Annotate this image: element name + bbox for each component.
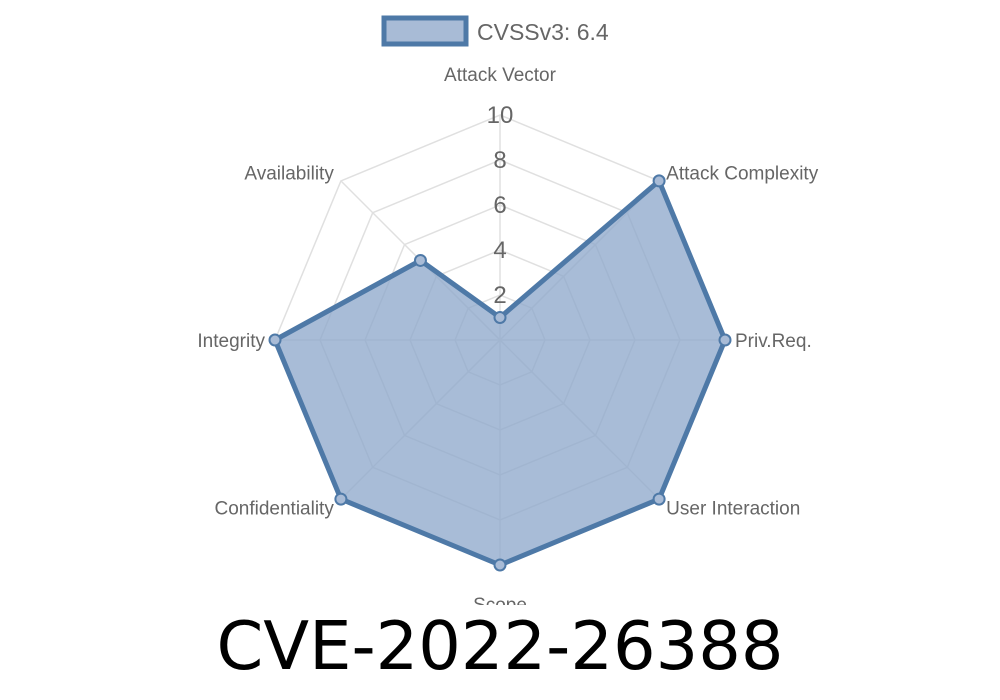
page-title: CVE-2022-26388 [216,607,784,685]
axis-label: User Interaction [666,499,800,520]
axis-label: Priv.Req. [735,331,812,352]
axis-label: Attack Complexity [666,163,819,184]
data-point [268,333,282,347]
legend-swatch [381,15,469,47]
data-point [652,492,666,506]
axis-label: Attack Vector [444,65,557,86]
axis-labels: Attack Vector Attack Complexity Priv.Req. U… [197,65,818,605]
axis-label: Scope [473,595,527,605]
tick-label: 4 [493,237,506,264]
data-point [718,333,732,347]
data-point [493,311,507,324]
data-point [493,558,507,572]
legend: CVSSv3: 6.4 [381,15,609,47]
axis-label: Confidentiality [214,499,334,520]
data-point [413,253,427,267]
tick-label: 2 [493,282,506,309]
axis-label: Availability [244,163,334,184]
tick-label: 6 [493,192,506,219]
axis-label: Integrity [197,331,265,352]
radar-series [268,174,732,572]
tick-label: 8 [493,147,506,174]
radial-ticks: 2 4 6 8 10 [487,102,514,309]
tick-label: 10 [487,102,514,129]
legend-label: CVSSv3: 6.4 [477,19,609,45]
radar-chart: CVSSv3: 6.4 2 4 6 8 10 Attack Vector Attack C… [197,15,819,605]
data-point [652,174,666,188]
data-point [334,492,348,506]
